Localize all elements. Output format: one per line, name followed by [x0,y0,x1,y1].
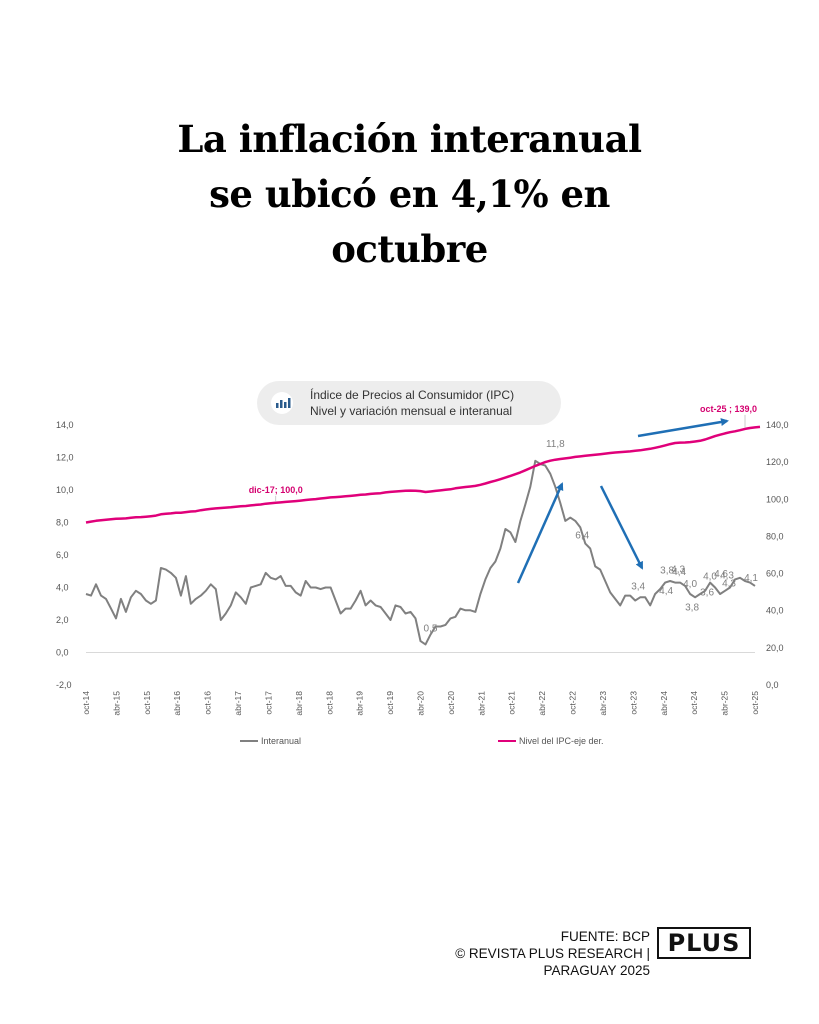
left-tick-label: -2,0 [56,680,72,690]
x-tick-label: abr-19 [355,691,365,716]
interanual-data-label: 4,3 [722,578,736,589]
x-tick-label: abr-21 [476,691,486,716]
x-tick-label: abr-18 [294,691,304,716]
x-tick-label: abr-15 [111,691,121,716]
x-tick-label: oct-14 [81,691,91,715]
left-tick-label: 12,0 [56,453,74,463]
legend-label-ipc: Nivel del IPC-eje der. [519,736,604,746]
legend-label-interanual: Interanual [261,736,301,746]
right-tick-label: 20,0 [766,643,784,653]
interanual-data-label: 4,0 [683,579,697,590]
trend-arrows [516,418,729,584]
series-line-ipc [85,425,761,524]
arrow-rise-annotation [637,418,729,438]
x-tick-label: oct-15 [142,691,152,715]
chart-legend: Interanual Nivel del IPC-eje der. [240,736,604,746]
title-line: La inflación interanual [177,117,642,161]
x-tick-label: oct-16 [203,691,213,715]
legend-box-background [257,381,561,425]
interanual-data-label: 3,8 [685,602,699,613]
x-tick-label: abr-25 [720,691,730,716]
series-layer [85,425,761,646]
x-tick-label: abr-17 [233,691,243,716]
left-tick-label: 4,0 [56,583,69,593]
left-tick-label: 6,0 [56,550,69,560]
x-tick-label: oct-25 [750,691,760,715]
x-tick-label: oct-21 [507,691,517,715]
x-tick-label: oct-19 [385,691,395,715]
left-y-axis: -2,0 0,0 2,0 4,0 6,0 8,0 10,0 12,0 14,0 [56,420,74,690]
interanual-data-label: 3,4 [631,581,645,592]
interanual-data-label: 4,4 [659,586,673,597]
x-tick-label: abr-23 [598,691,608,716]
left-tick-label: 0,0 [56,648,69,658]
x-tick-label: abr-16 [172,691,182,716]
footer-copyright: © REVISTA PLUS RESEARCH | PARAGUAY 2025 [455,946,650,978]
chart-legend-box: Índice de Precios al Consumidor (IPC) Ni… [257,381,561,425]
left-tick-label: 14,0 [56,420,74,430]
left-tick-label: 10,0 [56,485,74,495]
arrow-down-annotation [599,485,644,570]
plus-logo: PLUS [657,927,751,959]
title-line: se ubicó en 4,1% en [209,172,610,216]
x-tick-label: oct-23 [628,691,638,715]
x-axis: oct-14 abr-15 oct-15 abr-16 oct-16 abr-17 oct-… [81,652,760,716]
x-tick-label: abr-22 [537,691,547,716]
ipc-data-label: dic-17; 100,0 [249,485,303,495]
legend-box-line1: Índice de Precios al Consumidor (IPC) [310,387,514,402]
right-y-axis: 0,0 20,0 40,0 60,0 80,0 100,0 120,0 140,0 [766,420,789,690]
interanual-data-label: 11,8 [546,439,565,450]
interanual-data-label: 4,4 [672,567,686,578]
right-tick-label: 120,0 [766,457,789,467]
interanual-data-label: 4,3 [720,571,734,582]
page-title: La inflación interanual se ubicó en 4,1%… [0,112,819,277]
x-tick-label: oct-24 [689,691,699,715]
interanual-data-label: 4,6 [714,569,728,580]
interanual-data-label: 4,1 [744,573,758,584]
right-tick-label: 0,0 [766,680,779,690]
left-tick-label: 2,0 [56,615,69,625]
interanual-data-label: 0,5 [424,623,438,634]
footer-source: FUENTE: BCP [560,929,650,944]
arrow-up-annotation [516,482,564,584]
x-tick-label: oct-18 [324,691,334,715]
right-tick-label: 40,0 [766,606,784,616]
bar-chart-icon [271,392,293,414]
interanual-data-label: 3,6 [700,588,714,599]
x-tick-label: abr-20 [416,691,426,716]
interanual-data-label: 4,0 [703,572,717,583]
right-tick-label: 100,0 [766,494,789,504]
footer-credits: FUENTE: BCP © REVISTA PLUS RESEARCH | PA… [380,928,650,979]
ipc-data-label: oct-25 ; 139,0 [700,404,757,414]
interanual-data-label: 4,3 [671,565,685,576]
left-tick-label: 8,0 [56,518,69,528]
series-line-interanual [85,459,756,646]
title-line: octubre [331,227,488,271]
interanual-data-label: 3,8 [660,566,674,577]
data-labels-layer: 0,511,86,43,4 4,43,84,34,43,84,03,64,04,6… [249,404,759,634]
x-tick-label: oct-20 [446,691,456,715]
x-tick-label: oct-17 [263,691,273,715]
x-tick-label: abr-24 [659,691,669,716]
right-tick-label: 60,0 [766,569,784,579]
right-tick-label: 140,0 [766,420,789,430]
right-tick-label: 80,0 [766,531,784,541]
x-tick-label: oct-22 [568,691,578,715]
legend-box-line2: Nivel y variación mensual e interanual [310,404,512,418]
interanual-data-label: 6,4 [575,531,589,542]
